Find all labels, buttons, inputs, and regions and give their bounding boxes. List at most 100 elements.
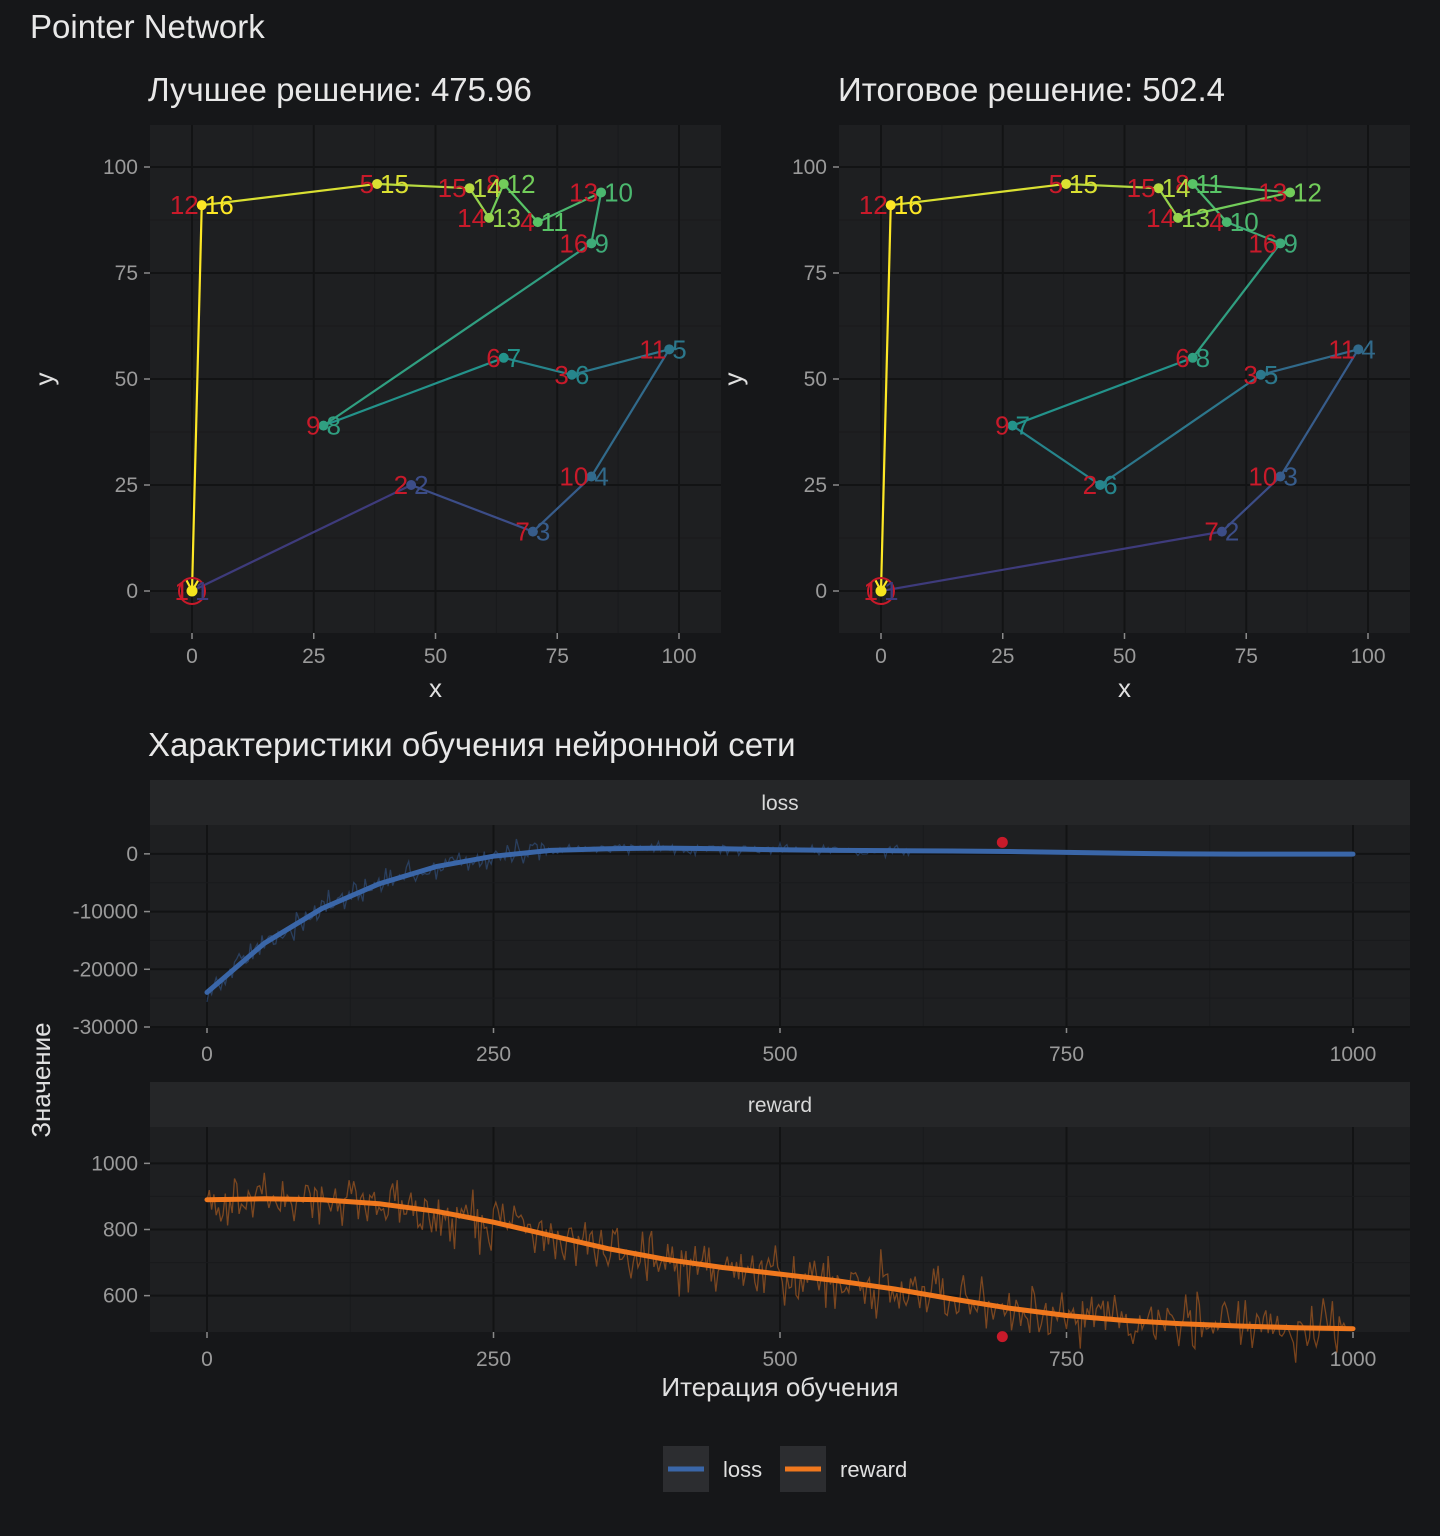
route-segment xyxy=(532,475,593,533)
x-tick-label: 0 xyxy=(201,1043,213,1066)
node-label: 16 xyxy=(559,228,588,258)
order-label: 8 xyxy=(326,411,340,441)
node-label: 7 xyxy=(515,517,529,547)
order-label: 5 xyxy=(672,334,686,364)
route-point xyxy=(586,238,597,249)
route-segment xyxy=(377,182,470,190)
node-label: 9 xyxy=(306,411,320,441)
order-label: 11 xyxy=(1196,169,1223,199)
legend: loss reward xyxy=(663,1446,907,1492)
order-label: 6 xyxy=(1103,470,1117,500)
route-point xyxy=(498,352,509,363)
route-point xyxy=(875,585,887,597)
node-label: 11 xyxy=(639,334,666,364)
route-point xyxy=(1187,352,1198,363)
route-segment xyxy=(1157,187,1179,219)
route-segment xyxy=(880,530,1223,593)
route-point xyxy=(498,178,509,189)
y-tick-label: 50 xyxy=(804,368,827,391)
best-solution-title: Лучшее решение: 475.96 xyxy=(148,71,532,108)
node-label: 5 xyxy=(1049,169,1063,199)
node-label: 16 xyxy=(1248,228,1277,258)
y-tick-label: 100 xyxy=(103,156,138,179)
node-label: 1 xyxy=(864,576,878,606)
x-axis-title: Итерация обучения xyxy=(661,1372,898,1402)
node-label: 12 xyxy=(170,190,199,220)
order-label: 1 xyxy=(884,576,898,606)
x-tick-label: 750 xyxy=(1049,1348,1084,1371)
route-point xyxy=(484,212,495,223)
x-tick-label: 1000 xyxy=(1330,1348,1377,1371)
y-tick-label: 600 xyxy=(103,1285,138,1308)
node-label: 14 xyxy=(1146,203,1175,233)
route-point xyxy=(1095,480,1106,490)
x-axis-title: x xyxy=(1118,673,1131,703)
route-segment xyxy=(1012,356,1194,427)
training-title: Характеристики обучения нейронной сети xyxy=(148,726,796,763)
node-label: 3 xyxy=(1243,360,1257,390)
x-tick-label: 50 xyxy=(424,645,447,668)
facet-strip xyxy=(150,780,1410,825)
order-label: 10 xyxy=(604,177,633,207)
route-segment xyxy=(590,348,671,478)
smooth-series-reward xyxy=(204,1196,1356,1332)
raw-series-reward xyxy=(206,1172,1347,1363)
y-tick-label: 1000 xyxy=(91,1152,138,1175)
facet-strip xyxy=(150,1082,1410,1127)
x-tick-label: 500 xyxy=(762,1348,797,1371)
x-tick-label: 0 xyxy=(875,645,887,668)
node-label: 8 xyxy=(486,169,500,199)
legend-label-reward: reward xyxy=(840,1457,907,1482)
node-label: 10 xyxy=(559,462,588,492)
x-tick-label: 0 xyxy=(201,1348,213,1371)
order-label: 7 xyxy=(507,343,521,373)
route-point xyxy=(885,200,896,211)
node-label: 12 xyxy=(859,190,888,220)
route-segment xyxy=(890,182,1067,207)
x-tick-label: 1000 xyxy=(1330,1043,1377,1066)
x-tick-label: 100 xyxy=(661,645,696,668)
route-segment xyxy=(1191,183,1228,223)
order-label: 13 xyxy=(1181,203,1210,233)
route-segment xyxy=(1191,242,1282,359)
route-segment xyxy=(322,242,592,427)
y-axis-title: y xyxy=(29,373,59,386)
y-tick-label: 25 xyxy=(115,474,138,497)
route-point xyxy=(532,217,543,228)
order-label: 4 xyxy=(594,462,608,492)
node-label: 6 xyxy=(1175,343,1189,373)
order-label: 16 xyxy=(894,190,923,220)
order-label: 9 xyxy=(594,228,608,258)
facet-loss: loss 0 250 500 750 1000 0 -10000 -20000 -30000 xyxy=(73,780,1410,1066)
y-tick-label: 0 xyxy=(126,580,138,603)
order-label: 7 xyxy=(1015,411,1029,441)
node-label: 4 xyxy=(520,207,534,237)
route-point xyxy=(1061,178,1072,189)
x-tick-label: 0 xyxy=(186,645,198,668)
route-segment xyxy=(1177,191,1291,219)
route-segment xyxy=(1279,348,1360,478)
route-segment xyxy=(201,182,378,207)
y-axis-title: Значение xyxy=(26,1022,56,1137)
order-label: 10 xyxy=(1230,207,1259,237)
node-label: 11 xyxy=(1328,334,1355,364)
order-label: 11 xyxy=(541,207,568,237)
route-point xyxy=(1216,526,1227,537)
route-segment xyxy=(1192,182,1291,194)
y-tick-label: 0 xyxy=(126,843,138,866)
order-label: 12 xyxy=(507,169,536,199)
page-title: Pointer Network xyxy=(30,8,265,45)
route-segment xyxy=(590,192,603,244)
x-tick-label: 500 xyxy=(762,1043,797,1066)
order-label: 13 xyxy=(492,203,521,233)
order-label: 1 xyxy=(195,576,209,606)
node-label: 7 xyxy=(1204,517,1218,547)
node-label: 10 xyxy=(1248,462,1277,492)
route-point xyxy=(318,420,329,431)
x-tick-label: 250 xyxy=(476,1348,511,1371)
x-tick-label: 25 xyxy=(302,645,325,668)
node-label: 14 xyxy=(457,203,486,233)
x-tick-label: 25 xyxy=(991,645,1014,668)
